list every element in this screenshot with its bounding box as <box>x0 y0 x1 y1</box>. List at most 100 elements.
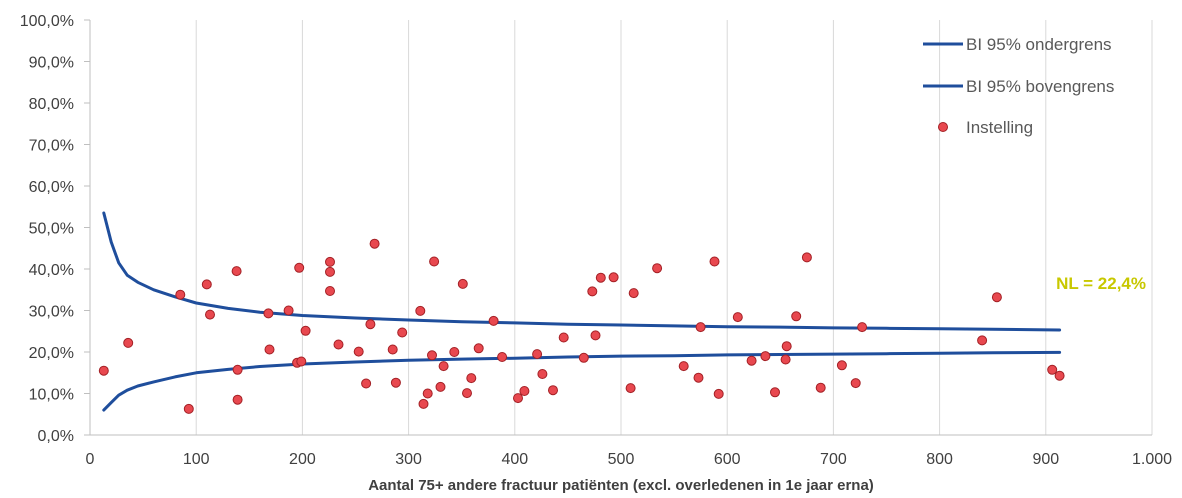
institution-point <box>850 378 861 389</box>
institution-point <box>232 394 243 405</box>
institution-point <box>427 350 437 361</box>
institution-point <box>429 256 440 267</box>
y-tick-label: 20,0% <box>29 345 74 362</box>
institution-point <box>283 305 294 316</box>
institution-point <box>300 325 311 336</box>
institution-point <box>608 272 619 283</box>
y-tick-label: 30,0% <box>29 304 74 321</box>
institution-point <box>183 403 194 414</box>
legend-entry-label: BI 95% bovengrens <box>966 77 1114 96</box>
y-tick-label: 60,0% <box>29 179 74 196</box>
x-tick-label: 0 <box>86 451 95 468</box>
institution-point <box>422 388 433 399</box>
institution-point <box>98 365 109 376</box>
institution-point <box>497 352 508 362</box>
institution-point <box>770 387 780 398</box>
legend: BI 95% ondergrens BI 95% bovengrens Instel… <box>923 35 1114 137</box>
institution-point <box>801 252 812 263</box>
institution-point <box>123 337 134 348</box>
institution-point <box>558 332 569 343</box>
x-tick-label: 500 <box>608 451 635 468</box>
institution-point <box>263 308 274 319</box>
x-tick-label: 800 <box>926 451 953 468</box>
grid <box>195 20 1153 435</box>
institution-point <box>175 289 186 300</box>
institution-point <box>587 286 598 297</box>
institution-point <box>695 322 706 333</box>
institution-point <box>361 378 372 389</box>
institution-point <box>625 383 636 394</box>
institution-point <box>836 360 847 371</box>
institution-point <box>791 311 802 322</box>
institution-point <box>857 322 868 333</box>
institution-point <box>678 361 689 372</box>
institution-point <box>462 388 472 399</box>
institution-point <box>781 341 792 352</box>
institution-point <box>231 266 242 277</box>
institution-point <box>488 315 499 326</box>
y-tick-label: 0,0% <box>38 428 74 445</box>
institution-point <box>519 386 530 396</box>
institution-point <box>537 369 548 379</box>
institution-point <box>780 354 791 365</box>
institution-point <box>693 372 704 383</box>
institution-point <box>595 272 606 283</box>
y-tick-label: 100,0% <box>20 13 74 30</box>
ci-lower-line <box>102 350 1062 412</box>
institution-point <box>365 319 376 330</box>
axes: 0 100 200 300 400 500 600 700 800 900 1.000 0,0% 10,… <box>20 13 1172 468</box>
institution-point <box>201 279 212 290</box>
institution-point <box>991 292 1002 303</box>
institution-point <box>532 349 543 360</box>
institution-point <box>713 388 724 399</box>
institution-point <box>296 356 307 367</box>
y-tick-label: 90,0% <box>29 55 74 72</box>
institution-point <box>325 286 335 296</box>
x-tick-label: 600 <box>714 451 741 468</box>
legend-entry-label: Instelling <box>966 118 1033 137</box>
institution-point <box>815 382 826 393</box>
y-tick-label: 70,0% <box>29 138 74 155</box>
ci-lines <box>102 211 1062 412</box>
institution-point <box>466 373 477 384</box>
x-tick-label: 300 <box>395 451 422 468</box>
x-tick-label: 700 <box>820 451 847 468</box>
institution-point <box>333 339 344 350</box>
institution-point <box>628 288 639 299</box>
institution-points <box>98 238 1065 414</box>
institution-point <box>473 343 484 354</box>
institution-point <box>977 335 988 346</box>
institution-point <box>578 352 589 363</box>
x-axis-title: Aantal 75+ andere fractuur patiënten (ex… <box>368 477 874 494</box>
institution-point <box>264 344 275 355</box>
legend-point-swatch <box>938 122 948 132</box>
institution-point <box>548 385 558 396</box>
institution-point <box>438 361 449 372</box>
x-tick-label: 900 <box>1032 451 1059 468</box>
institution-point <box>732 312 743 323</box>
institution-point <box>457 278 468 289</box>
x-tick-label: 200 <box>289 451 316 468</box>
institution-point <box>590 330 601 341</box>
y-tick-label: 50,0% <box>29 221 74 238</box>
institution-point <box>1047 364 1058 375</box>
institution-point <box>390 377 401 388</box>
institution-point <box>418 398 429 409</box>
institution-point <box>325 256 335 267</box>
institution-point <box>294 262 305 273</box>
institution-point <box>709 256 720 267</box>
institution-point <box>415 305 426 316</box>
institution-point <box>513 393 523 404</box>
institution-point <box>205 309 215 320</box>
legend-entry-label: BI 95% ondergrens <box>966 35 1112 54</box>
institution-point <box>435 381 446 392</box>
y-tick-label: 80,0% <box>29 96 74 113</box>
institution-point <box>449 347 460 357</box>
y-tick-label: 40,0% <box>29 262 74 279</box>
institution-point <box>397 327 408 338</box>
x-tick-label: 100 <box>183 451 210 468</box>
institution-point <box>369 238 380 249</box>
x-tick-label: 400 <box>501 451 528 468</box>
x-tick-label: 1.000 <box>1132 451 1172 468</box>
